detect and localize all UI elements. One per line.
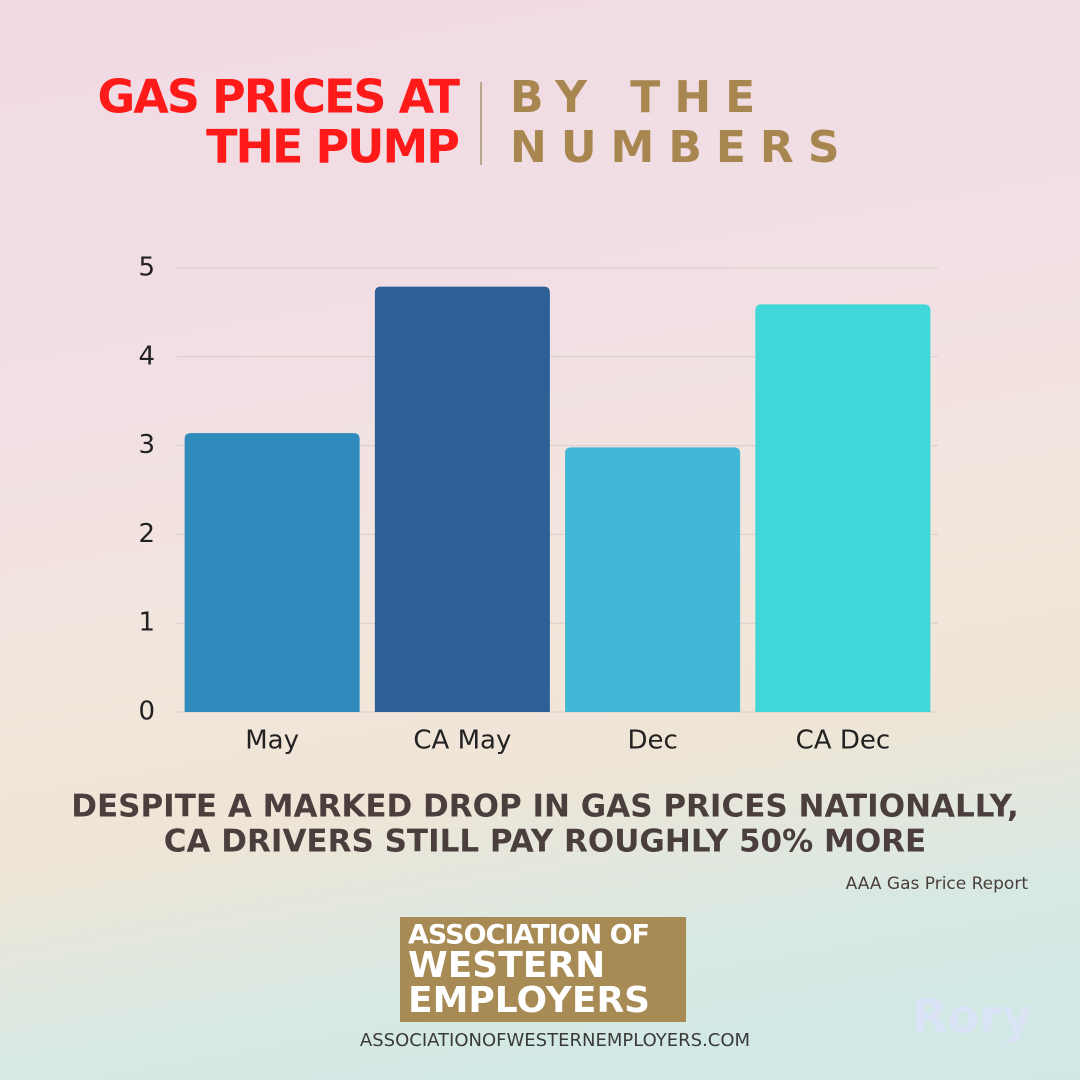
caption-line: CA DRIVERS STILL PAY ROUGHLY 50% MORE [164, 824, 926, 860]
logo-line: EMPLOYERS [408, 980, 650, 1021]
title-line: GAS PRICES AT [98, 70, 461, 124]
source: AAA Gas Price Report [846, 874, 1029, 894]
x-tick-label: CA Dec [796, 726, 891, 756]
caption-line: DESPITE A MARKED DROP IN GAS PRICES NATI… [71, 789, 1019, 825]
y-tick-label: 2 [138, 519, 155, 549]
website: ASSOCIATIONOFWESTERNEMPLOYERS.COM [360, 1030, 750, 1051]
logo-box [400, 917, 686, 1022]
y-tick-label: 1 [138, 608, 155, 638]
bar [374, 286, 550, 712]
x-tick-label: Dec [627, 726, 677, 756]
x-tick-label: CA May [413, 726, 511, 756]
x-tick-label: May [245, 726, 299, 756]
y-tick-label: 3 [138, 430, 155, 460]
title-line: THE PUMP [206, 120, 458, 174]
bar [184, 433, 360, 712]
subtitle-line: NUMBERS [510, 122, 854, 173]
bar [565, 447, 741, 712]
logo-line: ASSOCIATION OF [408, 920, 649, 951]
logo-line: WESTERN [408, 945, 605, 986]
y-tick-label: 4 [138, 341, 155, 371]
watermark: Rory [912, 990, 1032, 1044]
y-tick-label: 5 [138, 253, 155, 283]
bar [755, 304, 931, 712]
y-tick-label: 0 [138, 697, 155, 727]
subtitle-line: BY THE [510, 72, 769, 123]
